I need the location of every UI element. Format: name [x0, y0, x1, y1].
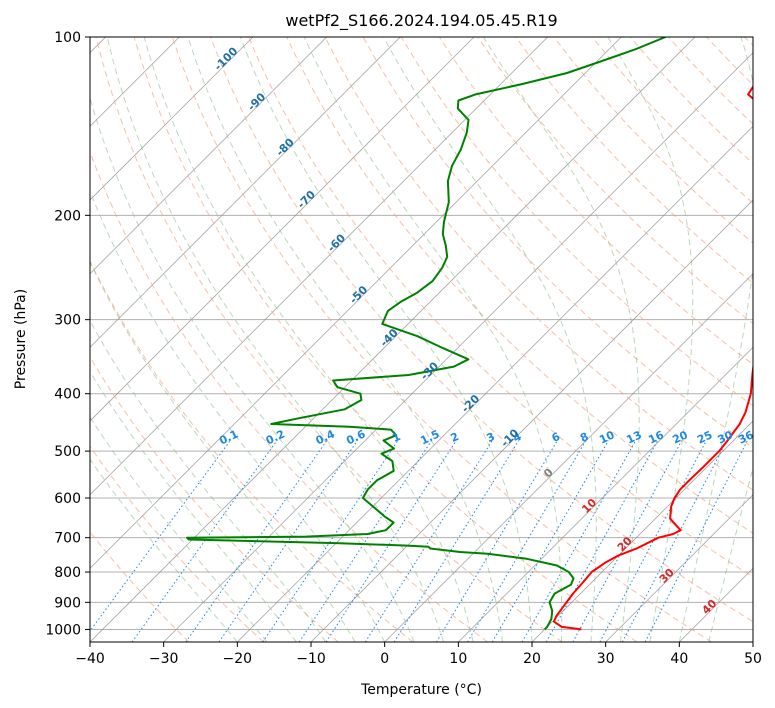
y-tick-label: 400: [54, 387, 81, 403]
y-tick-label: 300: [54, 313, 81, 329]
y-axis: 100 200 300 400 500 600 700 800 900 1000: [45, 30, 90, 638]
dry-adiabat-line: [248, 37, 753, 578]
dry-adiabat-line: [133, 37, 638, 642]
dry-adiabat-line: [90, 445, 264, 642]
isotherm-line: [384, 273, 753, 642]
x-tick-label: 40: [670, 651, 688, 667]
y-tick-label: 1000: [45, 622, 81, 638]
moist-adiabat-line: [90, 458, 238, 642]
moist-adiabat-line: [90, 319, 327, 642]
plot-frame: [89, 36, 754, 643]
mixing-ratio-line: [621, 440, 728, 642]
moist-adiabat-line: [708, 466, 753, 642]
mixing-ratio-label: 25: [695, 428, 714, 446]
y-tick-label: 500: [54, 444, 81, 460]
moist-adiabat-line: [482, 37, 640, 642]
y-tick-label: 800: [54, 565, 81, 581]
isotherm-line: [237, 125, 753, 642]
temperature-profile-line: [552, 84, 753, 631]
mixing-ratio-line: [298, 440, 432, 642]
y-axis-label: Pressure (hPa): [13, 289, 29, 389]
mixing-ratio-label: 10: [597, 428, 617, 446]
y-tick-label: 900: [54, 595, 81, 611]
y-tick-label: 100: [54, 30, 81, 46]
y-tick-label: 600: [54, 491, 81, 507]
dry-adiabat-line: [95, 37, 563, 642]
mixing-ratio-line: [521, 440, 637, 642]
moist-adiabat-line: [106, 37, 445, 642]
moist-adiabat-line: [607, 37, 694, 642]
chart-title: wetPf2_S166.2024.194.05.45.R19: [285, 11, 557, 31]
x-tick-label: −30: [149, 651, 179, 667]
plot-background: [90, 37, 753, 642]
mixing-ratio-line: [435, 440, 558, 642]
mixing-ratio-line: [185, 440, 328, 642]
series-layer: [186, 37, 753, 631]
isotherm-line: [90, 37, 327, 275]
moist-adiabat-line: [90, 416, 268, 642]
x-tick-label: −40: [75, 651, 105, 667]
moist-adiabat-line: [90, 260, 356, 642]
x-tick-label: −10: [296, 651, 326, 667]
x-tick-label: 0: [380, 651, 389, 667]
mixing-ratio-label: 36: [736, 428, 756, 446]
isotherm-line: [531, 420, 753, 642]
mixing-ratio-line: [131, 440, 278, 642]
isotherm-line: [90, 37, 475, 422]
dry-adiabat-line: [286, 37, 753, 534]
x-tick-label: −20: [223, 651, 253, 667]
moist-adiabat-line: [303, 37, 563, 642]
x-tick-label: 30: [597, 651, 615, 667]
dry-adiabat-line: [171, 37, 712, 642]
mixing-ratio-label: 30: [716, 428, 736, 446]
mixing-ratio-line: [218, 440, 358, 642]
moist-adiabat-line: [239, 37, 533, 642]
isotherm-line: [752, 641, 753, 642]
isotherm-line: [90, 37, 622, 569]
moist-adiabat-line: [383, 37, 597, 642]
y-tick-label: 700: [54, 531, 81, 547]
dry-adiabat-line: [210, 37, 753, 623]
x-axis-label: Temperature (°C): [360, 682, 482, 698]
moist-adiabat-line: [90, 96, 415, 642]
dry-adiabat-line: [90, 259, 414, 642]
mixing-ratio-label: 13: [624, 428, 643, 446]
moist-adiabat-line: [90, 370, 297, 642]
moist-adiabat-line: [90, 189, 386, 642]
isotherm-line: [90, 37, 548, 496]
x-tick-label: 50: [744, 651, 762, 667]
isotherm-line: [605, 494, 753, 642]
mixing-ratio-line: [467, 440, 587, 642]
mixing-ratio-line: [262, 440, 399, 642]
dry-adiabat-line: [90, 356, 339, 642]
moist-adiabat-line: [187, 37, 503, 642]
x-tick-label: 10: [449, 651, 467, 667]
mixing-ratio-label: 16: [646, 428, 666, 446]
dewpoint-profile-line: [186, 37, 666, 631]
mixing-ratio-label: 20: [671, 428, 691, 446]
isotherm-line: [90, 37, 401, 348]
mixing-ratio-line: [644, 440, 748, 642]
mixing-ratio-line: [90, 440, 231, 632]
mixing-ratio-line: [393, 440, 520, 642]
dry-adiabat-line: [515, 37, 753, 284]
isotherm-line: [90, 37, 254, 201]
x-axis: −40 −30 −20 −10 0 10 20 30 40 50: [75, 642, 762, 667]
mixing-ratio-line: [491, 440, 609, 642]
y-tick-label: 200: [54, 208, 81, 224]
moist-adiabat-line: [678, 37, 753, 642]
isotherm-line: [90, 37, 696, 642]
x-tick-label: 20: [523, 651, 541, 667]
